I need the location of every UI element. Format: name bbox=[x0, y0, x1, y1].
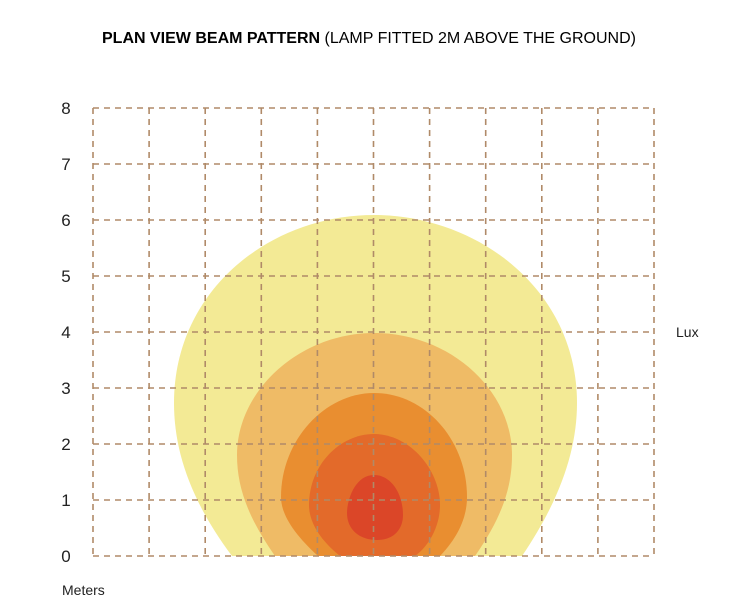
y-tick-label: 6 bbox=[61, 211, 70, 230]
y-tick-label: 8 bbox=[61, 99, 70, 118]
y-axis-ticks: 0 1 2 3 4 5 6 7 8 bbox=[61, 99, 70, 566]
y-tick-label: 0 bbox=[61, 547, 70, 566]
y-tick-label: 7 bbox=[61, 155, 70, 174]
y-tick-label: 2 bbox=[61, 435, 70, 454]
y-tick-label: 1 bbox=[61, 491, 70, 510]
grid bbox=[92, 107, 655, 557]
legend-label-lux: Lux bbox=[676, 324, 699, 340]
chart-title-normal: (LAMP FITTED 2M ABOVE THE GROUND) bbox=[320, 30, 636, 47]
y-tick-label: 3 bbox=[61, 379, 70, 398]
contour-level-5 bbox=[347, 475, 403, 540]
chart-title-bold: PLAN VIEW BEAM PATTERN bbox=[102, 30, 321, 47]
y-tick-label: 5 bbox=[61, 267, 70, 286]
y-tick-label: 4 bbox=[61, 323, 70, 342]
x-axis-label: Meters bbox=[62, 582, 105, 598]
contour-group bbox=[174, 215, 577, 556]
chart-title: PLAN VIEW BEAM PATTERN (LAMP FITTED 2M A… bbox=[0, 30, 738, 48]
